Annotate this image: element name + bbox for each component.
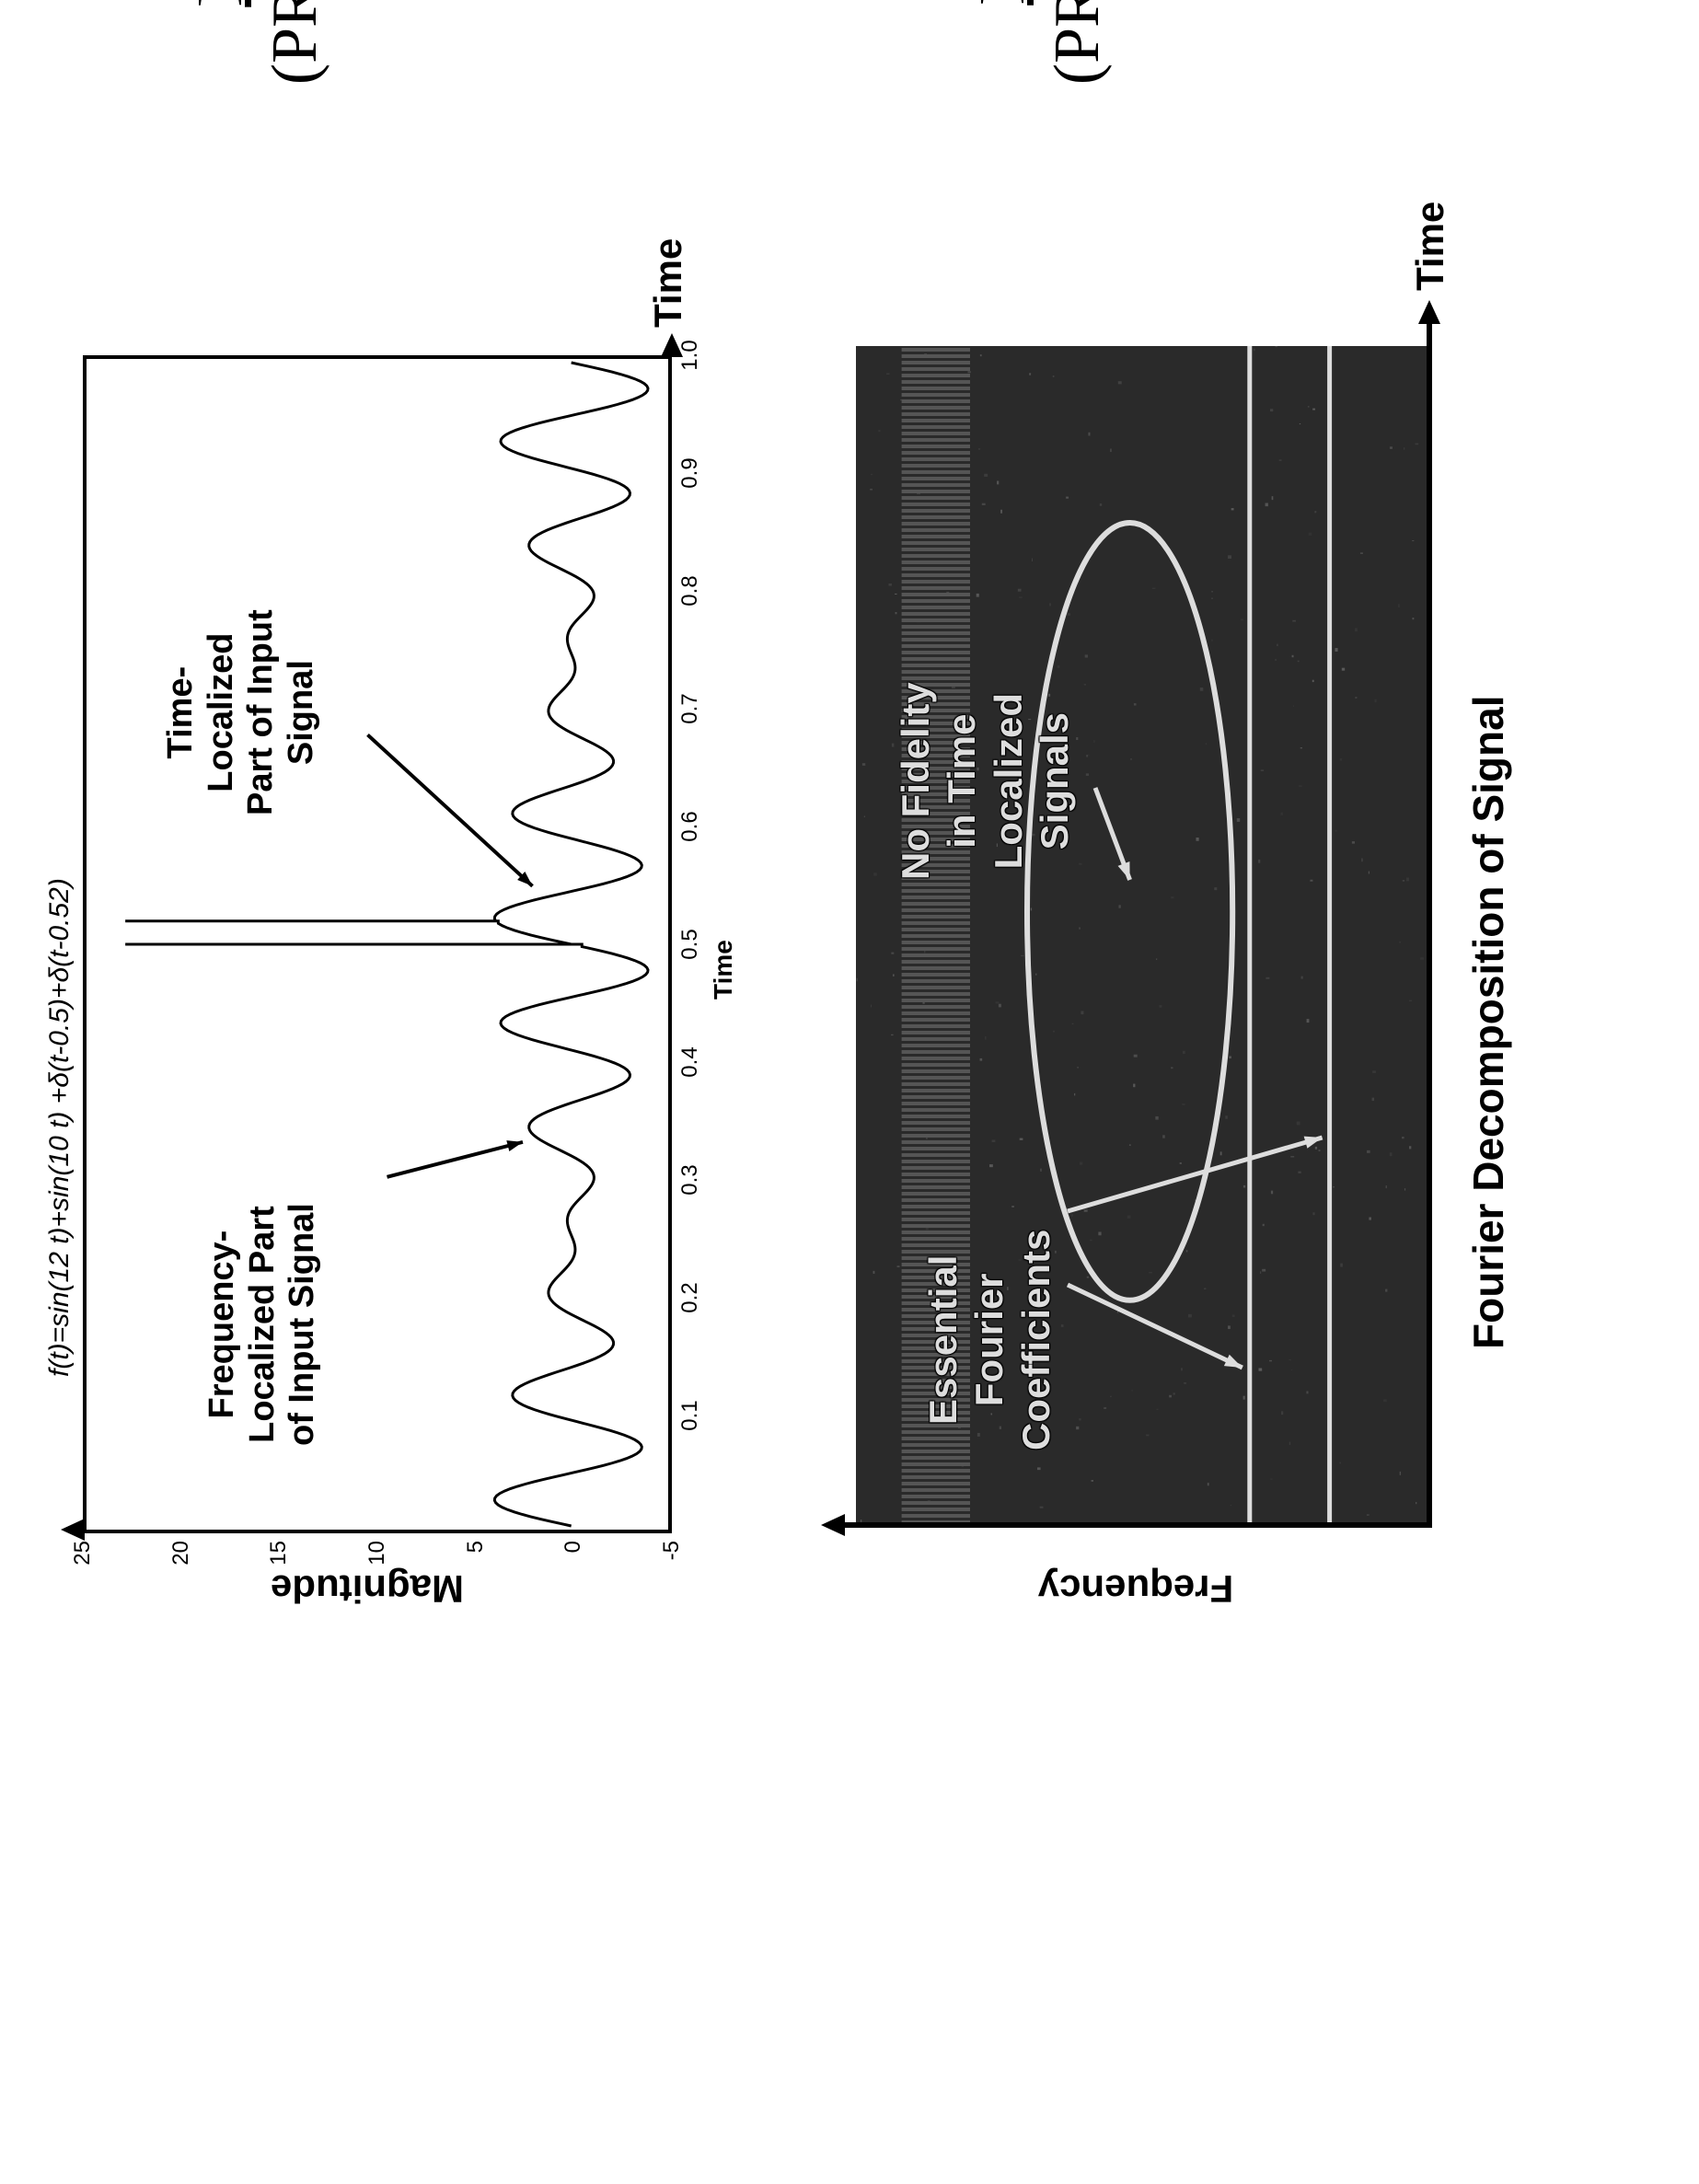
annotB-l4: Signals <box>1032 682 1078 880</box>
annot1-l2: Localized Part <box>243 1203 283 1446</box>
fig-2b-caption: FIG. 2B (PRIOR ART) <box>966 0 1115 199</box>
annot2-l4: Signal <box>282 609 322 815</box>
equation-title: f(t)=sin(12 t)+sin(10 t) +δ(t-0.5)+δ(t-0… <box>44 878 75 1377</box>
xtick: 0.7 <box>677 693 703 723</box>
annotB-l1: No Fidelity <box>893 682 939 880</box>
xtick: 0.9 <box>677 457 703 488</box>
y-arrowhead-2a <box>61 1519 85 1541</box>
xlabel-2b: Time <box>1408 202 1452 291</box>
xtick: 0.1 <box>677 1400 703 1430</box>
annot-no-fidelity: No Fidelity in Time Localized Signals <box>893 682 1079 880</box>
xtick: 0.2 <box>677 1282 703 1312</box>
ylabel-2a: Magnitude <box>280 1566 464 1611</box>
ytick: 20 <box>168 1541 194 1579</box>
annot2-l3: Part of Input <box>241 609 282 815</box>
xtick: 0.4 <box>677 1046 703 1077</box>
annotA-l3: Coefficients <box>1013 1230 1059 1450</box>
annot1-l1: Frequency- <box>202 1203 243 1446</box>
xlabel-2a: Time <box>646 238 690 328</box>
fig-2a-sub: (PRIOR ART) <box>259 0 333 199</box>
annotA-l2: Fourier <box>966 1230 1012 1450</box>
fig-2a-caption: FIG. 2A (PRIOR ART) <box>184 0 332 199</box>
fig-2b-num: FIG. 2B <box>966 0 1041 199</box>
fourier-decomp-caption: Fourier Decomposition of Signal <box>1463 696 1513 1349</box>
y-arrowhead-2b <box>821 1514 845 1536</box>
ylabel-2b: Frequency <box>1034 1566 1237 1611</box>
y-axis-2b <box>841 1522 1430 1528</box>
annot2-l1: Time- <box>161 609 202 815</box>
ytick: -5 <box>659 1541 685 1579</box>
annot-freq-localized: Frequency- Localized Part of Input Signa… <box>202 1203 323 1446</box>
signal-plot-svg <box>87 359 668 1530</box>
xtick: 0.8 <box>677 575 703 606</box>
fig-2b-sub: (PRIOR ART) <box>1041 0 1115 199</box>
annotA-l1: Essential <box>920 1230 966 1450</box>
annotB-l2: in Time <box>939 682 985 880</box>
x-axis-2b <box>1427 322 1432 1528</box>
fig-2a-panel: f(t)=sin(12 t)+sin(10 t) +δ(t-0.5)+δ(t-0… <box>55 263 773 1644</box>
annot-essential-coef: Essential Fourier Coefficients <box>920 1230 1059 1450</box>
annot2-l2: Localized <box>202 609 242 815</box>
xlabel-below-2a: Time <box>709 940 738 1000</box>
xtick: 0.6 <box>677 811 703 841</box>
x-arrowhead-2b <box>1418 300 1440 324</box>
xtick: 0.5 <box>677 929 703 959</box>
annot1-l3: of Input Signal <box>283 1203 323 1446</box>
ytick: 25 <box>70 1541 96 1579</box>
fig-2b-panel: Frequency Time Essential Fourier Coeffic… <box>838 263 1555 1644</box>
annotB-l3: Localized <box>986 682 1032 880</box>
x-arrowhead-2a <box>661 333 683 357</box>
ytick: 0 <box>561 1541 586 1579</box>
xtick: 0.3 <box>677 1164 703 1195</box>
fig-2a-num: FIG. 2A <box>184 0 259 199</box>
annot-time-localized: Time- Localized Part of Input Signal <box>161 609 322 815</box>
ytick: 5 <box>463 1541 489 1579</box>
fig-2a-plot-frame <box>83 355 672 1533</box>
